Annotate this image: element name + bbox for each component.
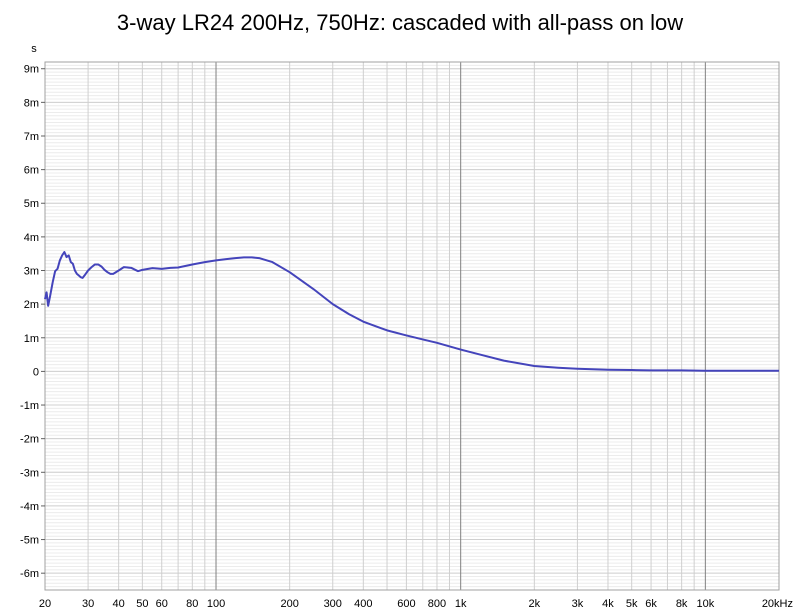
plot-frame	[44, 61, 780, 591]
x-tick-label: 600	[397, 598, 415, 610]
x-tick-label: 40	[113, 598, 125, 610]
y-tick-label: 1m	[24, 333, 39, 345]
x-tick-label: 200	[280, 598, 298, 610]
series-line	[44, 251, 779, 372]
y-tick-label: 0	[33, 366, 39, 378]
y-tick-label: -1m	[20, 400, 39, 412]
x-tick-label: 2k	[529, 598, 541, 610]
series-layer	[44, 251, 779, 372]
x-tick-label: 6k	[645, 598, 657, 610]
x-tick-label: 8k	[676, 598, 688, 610]
x-tick-label: 50	[136, 598, 148, 610]
x-tick-label: 300	[324, 598, 342, 610]
y-tick-label: 5m	[24, 198, 39, 210]
chart-title: 3-way LR24 200Hz, 750Hz: cascaded with a…	[117, 10, 683, 35]
x-tick-labels: 20 30 40 50 60 80 100 200 300 400 600 800 1k 2k 3k 4k 5k…	[39, 598, 793, 610]
y-tick-label: 7m	[24, 131, 39, 143]
x-tick-label: 4k	[602, 598, 614, 610]
x-tick-label: 3k	[572, 598, 584, 610]
y-tick-label: -5m	[20, 535, 39, 547]
x-tick-label: 800	[428, 598, 446, 610]
x-tick-label: 1k	[455, 598, 467, 610]
y-tick-label: -2m	[20, 434, 39, 446]
x-tick-label: 80	[186, 598, 198, 610]
y-tick-label: 2m	[24, 299, 39, 311]
y-axis-unit-label: s	[31, 43, 37, 55]
y-tick-label: -6m	[20, 568, 39, 580]
y-tick-label: 6m	[24, 165, 39, 177]
x-tick-label: 60	[156, 598, 168, 610]
y-tick-label: 9m	[24, 64, 39, 76]
y-tick-label: 3m	[24, 266, 39, 278]
x-tick-label: 20kHz	[762, 598, 793, 610]
x-tick-label: 10k	[696, 598, 714, 610]
x-tick-label: 400	[354, 598, 372, 610]
x-tick-label: 30	[82, 598, 94, 610]
x-tick-label: 100	[207, 598, 225, 610]
y-tick-label: -3m	[20, 467, 39, 479]
y-tick-labels: 9m 8m 7m 6m 5m 4m 3m 2m 1m 0 -1m -2m -3m -4m -5m -6m	[20, 64, 39, 580]
axis-layer	[41, 61, 780, 591]
x-tick-label: 5k	[626, 598, 638, 610]
x-tick-label: 20	[39, 598, 51, 610]
y-tick-label: 8m	[24, 97, 39, 109]
y-tick-label: -4m	[20, 501, 39, 513]
y-tick-label: 4m	[24, 232, 39, 244]
